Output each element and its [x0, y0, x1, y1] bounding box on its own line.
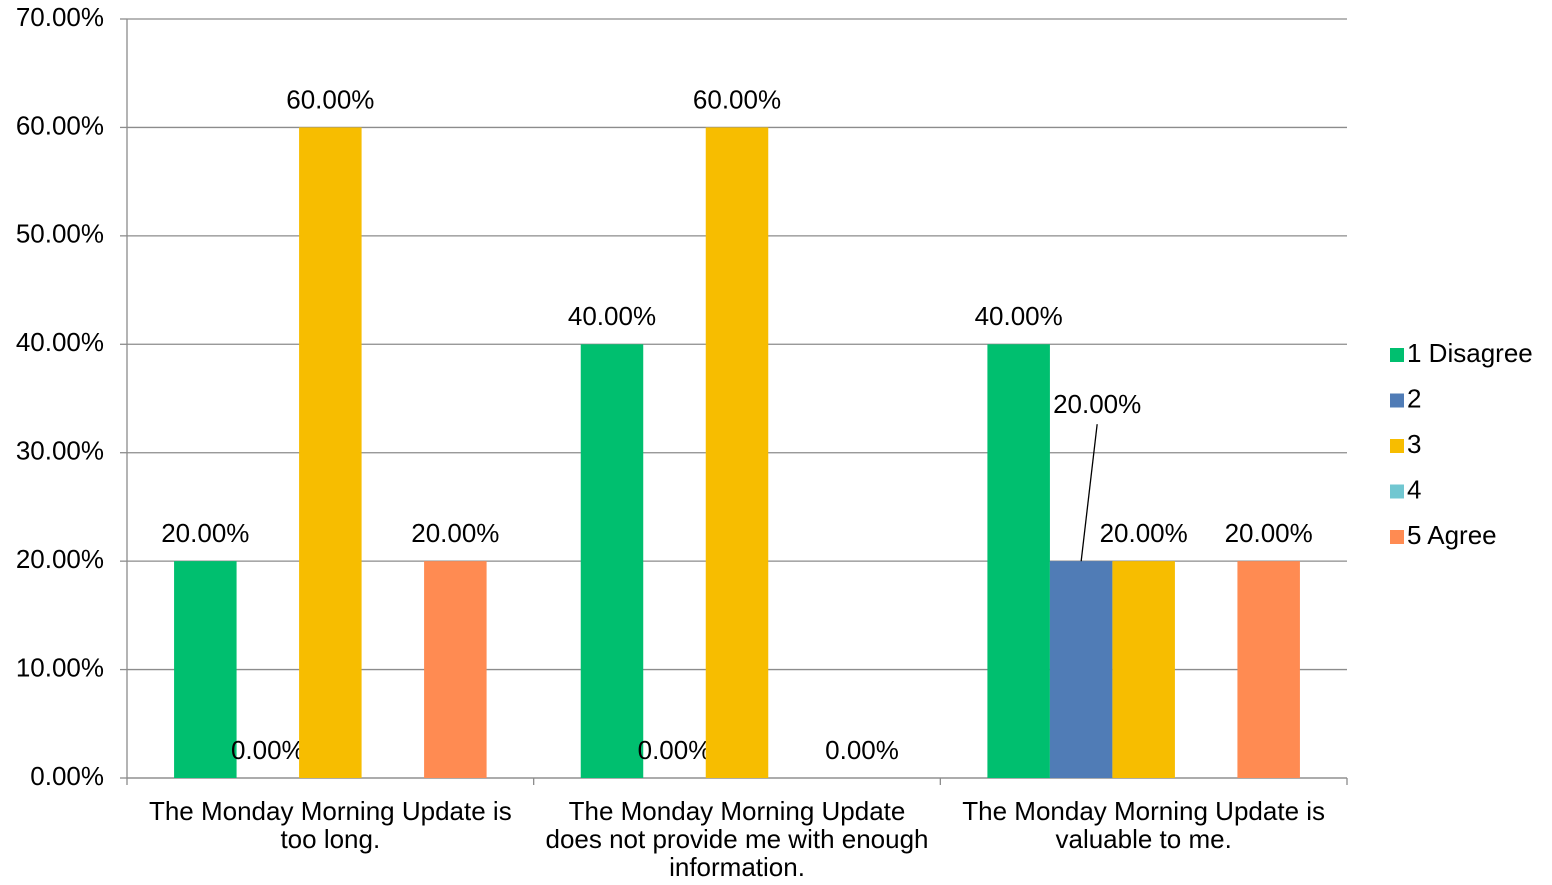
y-tick-label: 20.00%	[16, 544, 104, 574]
y-tick-label: 60.00%	[16, 110, 104, 140]
x-tick-label: The Monday Morning Update is valuable to…	[962, 796, 1326, 854]
x-tick-label: The Monday Morning Update is too long.	[148, 796, 512, 854]
y-tick-label: 0.00%	[30, 761, 104, 791]
data-label: 0.00%	[825, 735, 899, 765]
bar	[174, 561, 237, 778]
legend-swatch	[1390, 530, 1404, 544]
legend-label: 4	[1407, 474, 1421, 504]
bar	[424, 561, 487, 778]
bar	[1237, 561, 1300, 778]
x-tick-label: The Monday Morning Update does not provi…	[545, 796, 929, 882]
legend-label: 1 Disagree	[1407, 338, 1533, 368]
legend-label: 2	[1407, 383, 1421, 413]
legend-swatch	[1390, 348, 1404, 362]
y-tick-label: 40.00%	[16, 327, 104, 357]
y-tick-label: 10.00%	[16, 652, 104, 682]
bar	[580, 344, 644, 778]
bar	[299, 127, 362, 778]
legend-swatch	[1390, 439, 1404, 453]
data-label: 20.00%	[161, 518, 249, 548]
data-label: 40.00%	[568, 301, 656, 331]
data-label: 60.00%	[693, 84, 781, 114]
legend-label: 5 Agree	[1407, 520, 1497, 550]
bar	[1049, 561, 1113, 778]
data-label: 40.00%	[975, 301, 1063, 331]
legend-label: 3	[1407, 429, 1421, 459]
bar	[987, 344, 1050, 778]
y-tick-label: 30.00%	[16, 436, 104, 466]
data-label: 0.00%	[638, 735, 712, 765]
y-tick-label: 70.00%	[16, 2, 104, 32]
data-label: 20.00%	[1053, 389, 1141, 419]
data-label: 20.00%	[1100, 518, 1188, 548]
legend-swatch	[1390, 484, 1404, 499]
leader-line	[1080, 424, 1098, 562]
bar	[705, 127, 769, 778]
data-label: 20.00%	[1225, 518, 1313, 548]
data-label: 0.00%	[231, 735, 305, 765]
data-label: 60.00%	[286, 84, 374, 114]
data-label: 20.00%	[411, 518, 499, 548]
legend-swatch	[1390, 393, 1404, 408]
bar	[1112, 561, 1175, 778]
y-tick-label: 50.00%	[16, 219, 104, 249]
